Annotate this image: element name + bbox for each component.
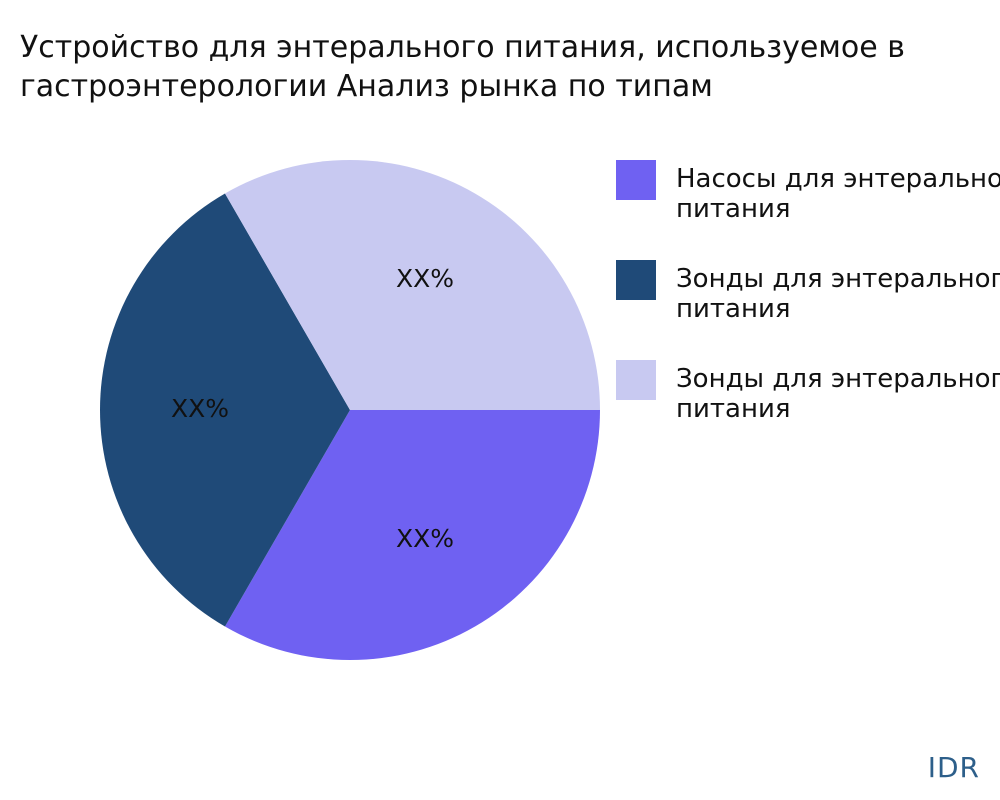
pie-slices bbox=[100, 160, 600, 660]
brand-logo-text: IDR bbox=[927, 751, 980, 784]
pie-slice-value-label: XX% bbox=[396, 264, 454, 293]
pie-slice-value-label: XX% bbox=[396, 524, 454, 553]
pie-slice-value-label: XX% bbox=[171, 394, 229, 423]
legend-item-tubes-a: Зонды для энтерального питания bbox=[616, 260, 1000, 340]
legend-swatch-tubes-b bbox=[616, 360, 656, 400]
legend-swatch-pumps bbox=[616, 160, 656, 200]
legend-item-pumps: Насосы для энтерального питания bbox=[616, 160, 1000, 240]
chart-title-line-1: Устройство для энтерального питания, исп… bbox=[20, 30, 905, 65]
legend-label-tubes-b: Зонды для энтерального питания bbox=[676, 364, 1000, 424]
chart-title: Устройство для энтерального питания, исп… bbox=[20, 28, 1000, 106]
pie-slice-tubes-b bbox=[225, 160, 600, 410]
legend-label-tubes-a: Зонды для энтерального питания bbox=[676, 264, 1000, 324]
legend-label-pumps: Насосы для энтерального питания bbox=[676, 164, 1000, 224]
pie-slice-pumps bbox=[225, 410, 600, 660]
chart-title-line-2: гастроэнтерологии Анализ рынка по типам bbox=[20, 69, 713, 104]
legend-item-tubes-b: Зонды для энтерального питания bbox=[616, 360, 1000, 440]
legend-swatch-tubes-a bbox=[616, 260, 656, 300]
pie-slice-labels: XX% XX% XX% bbox=[171, 264, 454, 553]
